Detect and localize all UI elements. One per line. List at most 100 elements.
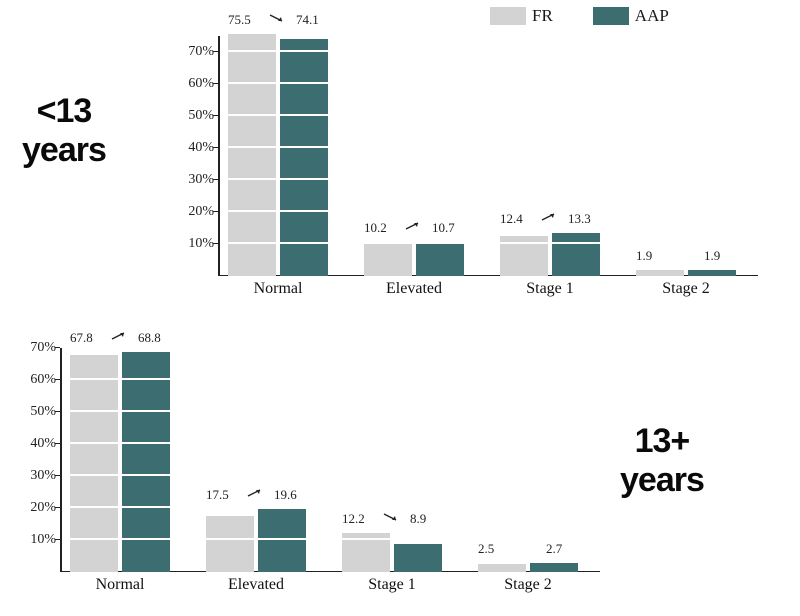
bar-fr bbox=[364, 243, 412, 276]
bar-aap bbox=[552, 233, 600, 276]
y-tick-label: 70% bbox=[30, 340, 60, 356]
trend-arrow-icon bbox=[110, 329, 130, 348]
category-label: Stage 2 bbox=[662, 280, 710, 298]
y-tick-label: 20% bbox=[188, 204, 218, 220]
value-label-aap: 13.3 bbox=[568, 211, 591, 227]
bar-fr bbox=[206, 516, 254, 572]
bar-group: 17.519.6 Elevated bbox=[206, 348, 306, 572]
y-tick-label: 10% bbox=[30, 532, 60, 548]
value-label-fr: 1.9 bbox=[636, 248, 652, 264]
value-label-fr: 12.2 bbox=[342, 511, 365, 527]
gridline bbox=[70, 378, 170, 380]
gridline bbox=[228, 242, 328, 244]
bar-group: 2.52.7Stage 2 bbox=[478, 348, 578, 572]
y-tick bbox=[55, 347, 60, 349]
y-tick bbox=[213, 243, 218, 245]
gridline bbox=[228, 146, 328, 148]
y-tick-label: 60% bbox=[30, 372, 60, 388]
y-tick bbox=[213, 179, 218, 181]
y-tick bbox=[213, 211, 218, 213]
value-label-aap: 8.9 bbox=[410, 511, 426, 527]
gridline bbox=[342, 538, 442, 540]
value-label-fr: 17.5 bbox=[206, 487, 229, 503]
y-tick-label: 40% bbox=[30, 436, 60, 452]
category-label: Elevated bbox=[386, 280, 442, 298]
bar-fr bbox=[636, 270, 684, 276]
y-tick bbox=[213, 147, 218, 149]
y-tick bbox=[213, 51, 218, 53]
category-label: Stage 1 bbox=[368, 576, 416, 594]
y-tick bbox=[55, 411, 60, 413]
gridline bbox=[228, 114, 328, 116]
category-label: Stage 2 bbox=[504, 576, 552, 594]
bar-aap bbox=[394, 544, 442, 572]
legend-item: FR bbox=[490, 6, 553, 26]
bar-group: 1.91.9Stage 2 bbox=[636, 36, 736, 276]
value-label-fr: 12.4 bbox=[500, 211, 523, 227]
bar-aap bbox=[416, 242, 464, 276]
value-label-aap: 2.7 bbox=[546, 541, 562, 557]
category-label: Stage 1 bbox=[526, 280, 574, 298]
gridline bbox=[228, 82, 328, 84]
value-label-fr: 10.2 bbox=[364, 220, 387, 236]
y-tick bbox=[55, 443, 60, 445]
gridline bbox=[70, 538, 170, 540]
y-tick bbox=[55, 539, 60, 541]
gridline bbox=[500, 242, 600, 244]
trend-arrow-icon bbox=[540, 210, 560, 229]
bar-group: 67.868.8 Normal bbox=[70, 348, 170, 572]
y-tick-label: 50% bbox=[188, 108, 218, 124]
legend-item: AAP bbox=[593, 6, 669, 26]
legend-swatch bbox=[593, 7, 629, 25]
gridline bbox=[70, 474, 170, 476]
value-label-aap: 1.9 bbox=[704, 248, 720, 264]
legend-label: FR bbox=[532, 6, 553, 26]
gridline bbox=[70, 506, 170, 508]
category-label: Elevated bbox=[228, 576, 284, 594]
y-tick bbox=[55, 379, 60, 381]
bar-fr bbox=[478, 564, 526, 572]
y-tick-label: 30% bbox=[30, 468, 60, 484]
value-label-fr: 75.5 bbox=[228, 12, 251, 28]
value-label-aap: 68.8 bbox=[138, 330, 161, 346]
value-label-fr: 2.5 bbox=[478, 541, 494, 557]
value-label-aap: 74.1 bbox=[296, 12, 319, 28]
bar-aap bbox=[280, 39, 328, 276]
y-tick-label: 50% bbox=[30, 404, 60, 420]
y-axis bbox=[218, 36, 220, 276]
y-tick bbox=[213, 115, 218, 117]
panel-title-line: years bbox=[22, 131, 106, 169]
trend-arrow-icon bbox=[268, 11, 288, 30]
y-tick-label: 30% bbox=[188, 172, 218, 188]
trend-arrow-icon bbox=[404, 219, 424, 238]
bar-aap bbox=[530, 563, 578, 572]
trend-arrow-icon bbox=[246, 486, 266, 505]
y-tick-label: 10% bbox=[188, 236, 218, 252]
legend: FR AAP bbox=[490, 6, 669, 26]
bar-aap bbox=[258, 509, 306, 572]
y-tick bbox=[213, 83, 218, 85]
y-tick-label: 60% bbox=[188, 76, 218, 92]
gridline bbox=[70, 410, 170, 412]
value-label-aap: 19.6 bbox=[274, 487, 297, 503]
gridline bbox=[228, 50, 328, 52]
y-tick-label: 70% bbox=[188, 44, 218, 60]
gridline bbox=[228, 210, 328, 212]
y-tick bbox=[55, 475, 60, 477]
panel-title-ge13: 13+years bbox=[620, 422, 704, 500]
gridline bbox=[228, 178, 328, 180]
chart-ge13: 10%20%30%40%50%60%70%67.868.8 Normal17.5… bbox=[60, 348, 600, 572]
y-tick-label: 40% bbox=[188, 140, 218, 156]
gridline bbox=[70, 442, 170, 444]
panel-title-lt13: <13years bbox=[22, 92, 106, 170]
legend-label: AAP bbox=[635, 6, 669, 26]
y-axis bbox=[60, 348, 62, 572]
bar-group: 12.413.3 Stage 1 bbox=[500, 36, 600, 276]
bar-fr bbox=[228, 34, 276, 276]
chart-lt13: 10%20%30%40%50%60%70%75.574.1 Normal10.2… bbox=[218, 36, 758, 276]
category-label: Normal bbox=[254, 280, 303, 298]
y-tick bbox=[55, 507, 60, 509]
gridline bbox=[364, 242, 464, 244]
trend-arrow-icon bbox=[382, 510, 402, 529]
value-label-aap: 10.7 bbox=[432, 220, 455, 236]
